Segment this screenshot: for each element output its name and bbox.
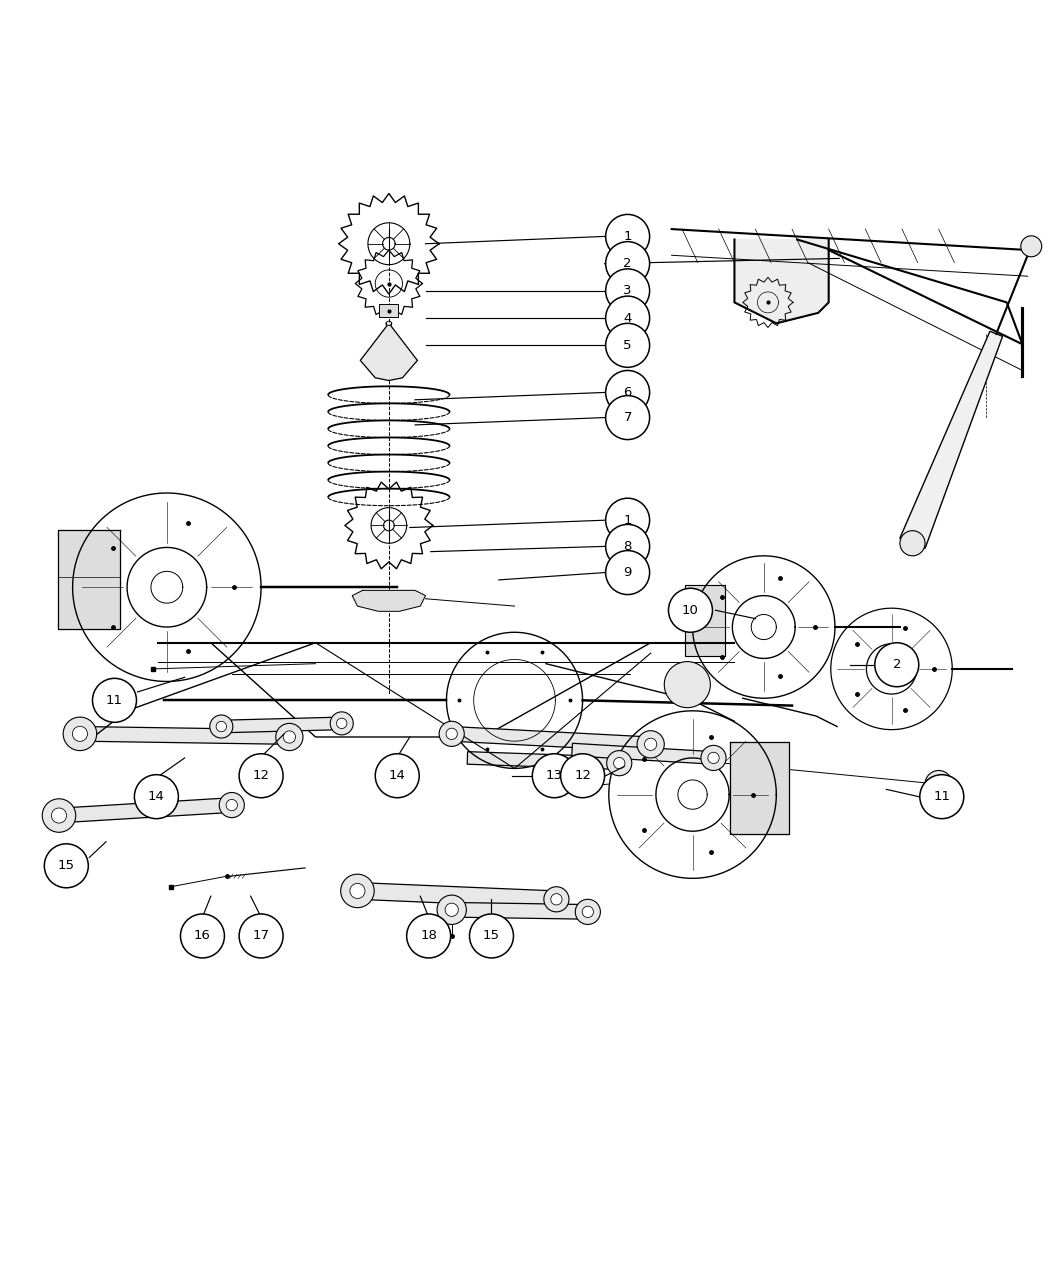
Polygon shape bbox=[360, 324, 418, 380]
Text: 7: 7 bbox=[624, 411, 632, 425]
Text: 17: 17 bbox=[253, 929, 270, 942]
Text: 2: 2 bbox=[892, 658, 901, 671]
Text: 10: 10 bbox=[682, 604, 699, 617]
Circle shape bbox=[72, 727, 87, 741]
Circle shape bbox=[708, 752, 719, 764]
Circle shape bbox=[606, 324, 650, 367]
Circle shape bbox=[932, 778, 945, 790]
Circle shape bbox=[134, 775, 178, 819]
Polygon shape bbox=[352, 590, 425, 611]
Polygon shape bbox=[452, 903, 588, 919]
Circle shape bbox=[875, 643, 919, 687]
Circle shape bbox=[606, 524, 650, 569]
Circle shape bbox=[439, 722, 464, 746]
Circle shape bbox=[665, 662, 711, 708]
Circle shape bbox=[216, 722, 227, 732]
Circle shape bbox=[669, 588, 713, 632]
Circle shape bbox=[276, 723, 303, 751]
Circle shape bbox=[544, 886, 569, 912]
Circle shape bbox=[63, 717, 97, 751]
Circle shape bbox=[239, 754, 284, 798]
Text: 15: 15 bbox=[483, 929, 500, 942]
Polygon shape bbox=[730, 742, 789, 834]
Text: 1: 1 bbox=[624, 230, 632, 244]
Circle shape bbox=[613, 757, 625, 769]
Circle shape bbox=[219, 793, 245, 817]
Circle shape bbox=[606, 214, 650, 259]
Text: 3: 3 bbox=[624, 284, 632, 297]
Text: 4: 4 bbox=[624, 311, 632, 325]
Circle shape bbox=[637, 731, 665, 757]
Polygon shape bbox=[80, 727, 290, 745]
Circle shape bbox=[575, 899, 601, 924]
Circle shape bbox=[606, 269, 650, 312]
Text: 8: 8 bbox=[624, 539, 632, 553]
Circle shape bbox=[606, 371, 650, 414]
Circle shape bbox=[51, 808, 66, 824]
Text: 11: 11 bbox=[106, 694, 123, 706]
Text: 14: 14 bbox=[388, 769, 405, 783]
Circle shape bbox=[606, 499, 650, 542]
Polygon shape bbox=[59, 798, 232, 822]
Circle shape bbox=[210, 715, 233, 738]
Circle shape bbox=[469, 914, 513, 958]
Text: 11: 11 bbox=[933, 790, 950, 803]
Text: 1: 1 bbox=[624, 514, 632, 527]
Circle shape bbox=[606, 395, 650, 440]
Circle shape bbox=[226, 799, 237, 811]
Circle shape bbox=[406, 914, 450, 958]
Circle shape bbox=[607, 751, 632, 775]
Circle shape bbox=[350, 884, 365, 899]
Polygon shape bbox=[59, 529, 120, 629]
Polygon shape bbox=[572, 743, 714, 764]
Text: 18: 18 bbox=[420, 929, 437, 942]
Polygon shape bbox=[686, 585, 724, 657]
Circle shape bbox=[445, 903, 458, 917]
Circle shape bbox=[337, 718, 346, 728]
Text: 15: 15 bbox=[58, 859, 75, 872]
Circle shape bbox=[532, 754, 576, 798]
Text: 16: 16 bbox=[194, 929, 211, 942]
Circle shape bbox=[44, 844, 88, 887]
Circle shape bbox=[92, 678, 136, 723]
Circle shape bbox=[582, 907, 593, 918]
Circle shape bbox=[561, 754, 605, 798]
Circle shape bbox=[920, 775, 964, 819]
Circle shape bbox=[42, 798, 76, 833]
Circle shape bbox=[551, 894, 562, 905]
Circle shape bbox=[437, 895, 466, 924]
Circle shape bbox=[606, 242, 650, 286]
Circle shape bbox=[606, 551, 650, 594]
Text: 2: 2 bbox=[624, 258, 632, 270]
Polygon shape bbox=[357, 882, 556, 908]
Circle shape bbox=[340, 875, 374, 908]
Text: 6: 6 bbox=[624, 386, 632, 399]
Polygon shape bbox=[467, 752, 620, 769]
Circle shape bbox=[606, 296, 650, 340]
Circle shape bbox=[330, 711, 353, 734]
Circle shape bbox=[925, 770, 952, 798]
Text: 12: 12 bbox=[574, 769, 591, 783]
Circle shape bbox=[284, 731, 295, 743]
Polygon shape bbox=[900, 332, 1003, 548]
Text: 14: 14 bbox=[148, 790, 165, 803]
Circle shape bbox=[701, 746, 726, 770]
Circle shape bbox=[645, 738, 657, 751]
Circle shape bbox=[239, 914, 284, 958]
Polygon shape bbox=[734, 240, 828, 324]
Circle shape bbox=[181, 914, 225, 958]
Text: 5: 5 bbox=[624, 339, 632, 352]
Text: 12: 12 bbox=[253, 769, 270, 783]
Circle shape bbox=[446, 728, 458, 740]
Text: 9: 9 bbox=[624, 566, 632, 579]
Circle shape bbox=[900, 530, 925, 556]
FancyBboxPatch shape bbox=[379, 305, 398, 317]
Polygon shape bbox=[222, 717, 342, 733]
Circle shape bbox=[1021, 236, 1042, 256]
Circle shape bbox=[375, 754, 419, 798]
Polygon shape bbox=[452, 727, 651, 752]
Text: 13: 13 bbox=[546, 769, 563, 783]
